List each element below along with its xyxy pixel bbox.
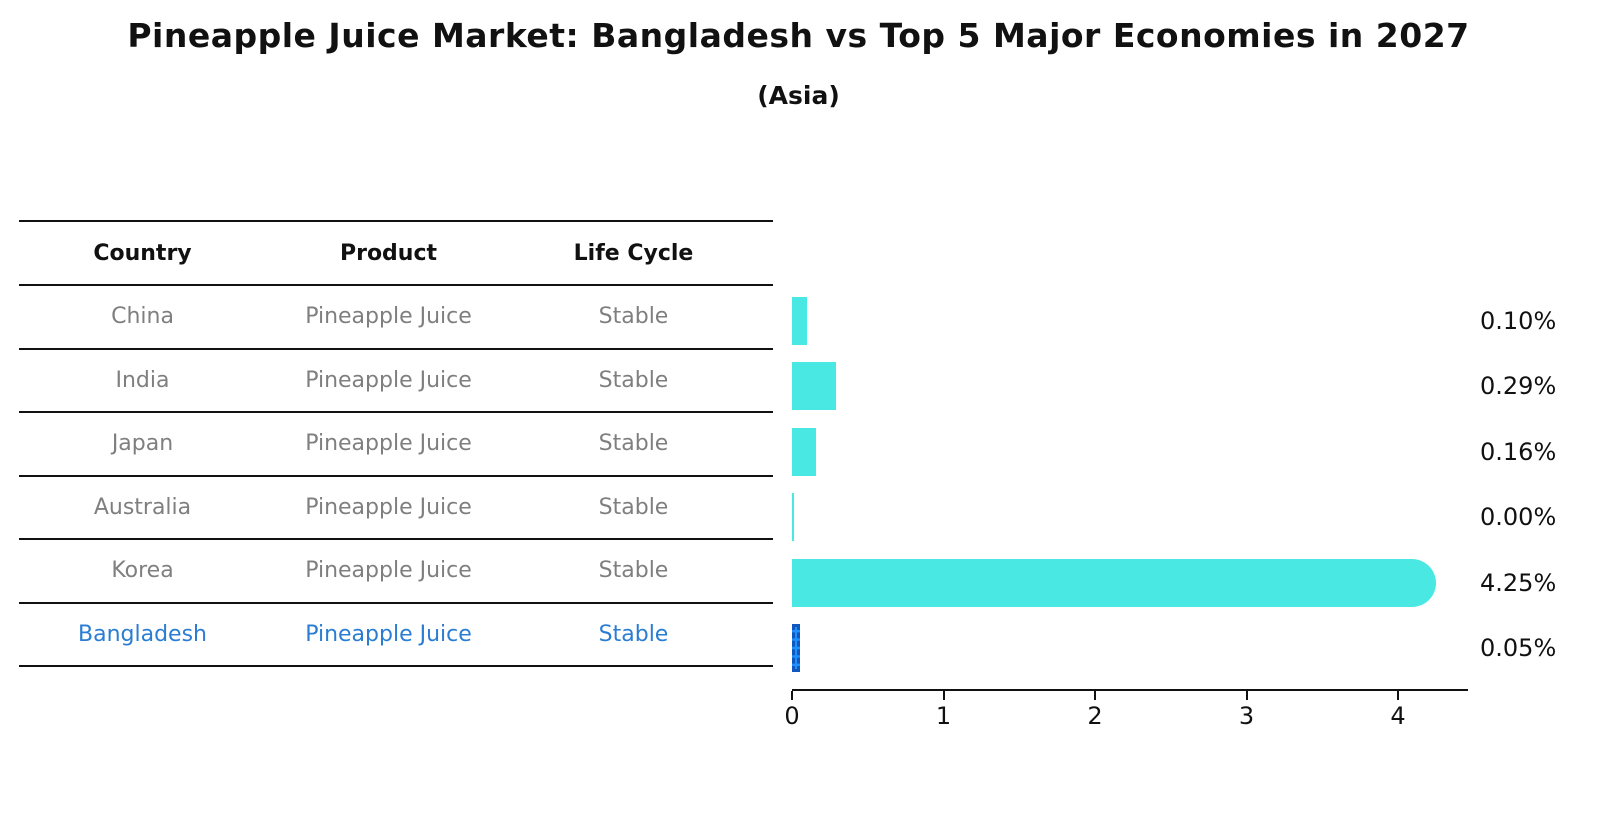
- x-tick-1: [942, 691, 945, 700]
- table-row-japan: Japan Pineapple Juice Stable: [19, 413, 773, 477]
- bar-australia: [792, 493, 794, 542]
- cell-life-cycle: Stable: [598, 304, 669, 330]
- x-tick-label-0: 0: [784, 702, 800, 730]
- table-row-china: China Pineapple Juice Stable: [19, 286, 773, 350]
- table-row-bangladesh: Bangladesh Pineapple Juice Stable: [19, 604, 773, 667]
- table-body: China Pineapple Juice Stable India Pinea…: [19, 286, 773, 667]
- cell-life-cycle: Stable: [598, 431, 669, 457]
- x-tick-label-4: 4: [1390, 702, 1406, 730]
- x-tick-2: [1094, 691, 1096, 700]
- bar-japan: [792, 427, 817, 476]
- column-header-product: Product: [339, 240, 438, 266]
- cell-product: Pineapple Juice: [305, 304, 472, 330]
- x-tick-0: [791, 691, 793, 700]
- bar-china: [792, 296, 808, 345]
- cell-product: Pineapple Juice: [305, 367, 472, 393]
- cell-country: India: [115, 367, 170, 393]
- x-axis-line: [792, 689, 1468, 691]
- cell-life-cycle: Stable: [598, 367, 669, 393]
- cell-life-cycle: Stable: [598, 558, 669, 584]
- cell-life-cycle: Stable: [598, 494, 669, 520]
- cell-country: Bangladesh: [78, 621, 207, 647]
- table-row-australia: Australia Pineapple Juice Stable: [19, 477, 773, 540]
- cell-product: Pineapple Juice: [305, 494, 472, 520]
- table-row-india: India Pineapple Juice Stable: [19, 350, 773, 413]
- x-tick-label-3: 3: [1238, 702, 1255, 730]
- x-tick-label-1: 1: [935, 702, 952, 730]
- value-label-australia: 0.00%: [1480, 503, 1557, 532]
- cell-country: China: [111, 304, 174, 330]
- x-tick-3: [1245, 691, 1248, 700]
- bar-korea: [792, 558, 1436, 607]
- bar-bangladesh: [792, 624, 800, 673]
- cell-life-cycle: Stable: [598, 621, 669, 647]
- chart-title: Pineapple Juice Market: Bangladesh vs To…: [127, 16, 1470, 55]
- value-label-japan: 0.16%: [1480, 437, 1557, 466]
- country-table: Country Product Life Cycle China Pineapp…: [19, 220, 773, 667]
- cell-product: Pineapple Juice: [305, 558, 472, 584]
- chart-subtitle: (Asia): [757, 81, 840, 110]
- table-header-row: Country Product Life Cycle: [19, 222, 773, 286]
- cell-country: Japan: [111, 431, 174, 457]
- cell-country: Korea: [111, 558, 174, 584]
- value-label-china: 0.10%: [1480, 306, 1557, 335]
- value-label-bangladesh: 0.05%: [1480, 634, 1557, 663]
- bar-india: [792, 362, 836, 411]
- cell-country: Australia: [93, 494, 192, 520]
- value-label-korea: 4.25%: [1480, 568, 1557, 597]
- table-row-korea: Korea Pineapple Juice Stable: [19, 540, 773, 604]
- column-header-lifecycle: Life Cycle: [573, 240, 694, 266]
- x-tick-label-2: 2: [1087, 702, 1103, 730]
- value-label-india: 0.29%: [1480, 372, 1557, 401]
- cell-product: Pineapple Juice: [305, 621, 472, 647]
- x-tick-4: [1397, 691, 1399, 700]
- cell-product: Pineapple Juice: [305, 431, 472, 457]
- column-header-country: Country: [93, 240, 192, 266]
